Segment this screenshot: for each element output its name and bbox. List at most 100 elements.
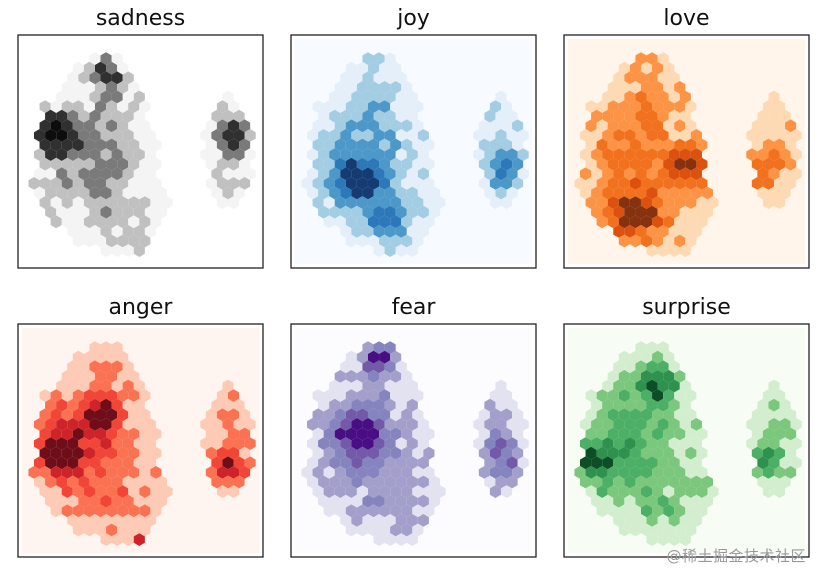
hex-bin xyxy=(128,138,140,152)
hex-bin xyxy=(412,466,424,479)
hex-bin xyxy=(345,138,357,152)
hex-bin xyxy=(200,437,212,450)
hex-bin xyxy=(629,215,641,229)
hex-bin xyxy=(757,109,769,123)
hex-bin xyxy=(585,427,597,441)
hex-bin xyxy=(607,370,619,383)
hex-bin xyxy=(640,466,653,479)
hex-bin xyxy=(100,167,112,181)
hex-bin xyxy=(340,205,352,219)
hex-bin xyxy=(362,52,374,65)
hex-bin xyxy=(434,196,446,209)
hex-bin xyxy=(635,456,647,470)
hex-bin xyxy=(384,225,396,238)
hex-bin xyxy=(50,196,62,209)
hex-bin xyxy=(395,398,407,412)
hex-bin xyxy=(613,225,625,238)
hex-bin xyxy=(205,138,217,152)
hex-bin xyxy=(128,504,140,518)
hex-bin xyxy=(602,475,614,489)
hex-bin xyxy=(39,196,51,209)
hex-bin xyxy=(362,360,374,374)
hex-bin xyxy=(591,398,603,412)
hex-cells xyxy=(301,341,529,546)
hex-bin xyxy=(768,109,780,123)
hex-bin xyxy=(417,456,429,470)
hex-bin xyxy=(111,186,123,200)
hex-bin xyxy=(512,177,524,190)
hex-bin xyxy=(640,446,653,460)
hex-bin xyxy=(602,398,614,412)
hex-bin xyxy=(334,138,346,152)
hex-bin xyxy=(663,196,675,209)
hex-bin xyxy=(233,475,245,489)
hex-bin xyxy=(56,437,68,450)
hex-bin xyxy=(379,485,391,498)
hex-bin xyxy=(239,427,251,441)
hex-bin xyxy=(61,446,73,460)
hex-bin xyxy=(384,167,396,181)
hex-bin xyxy=(379,119,391,133)
hex-bin xyxy=(646,71,658,85)
hex-bin xyxy=(106,446,118,460)
hex-bin xyxy=(390,119,402,133)
hex-bin xyxy=(657,225,669,238)
hex-bin xyxy=(72,446,84,460)
hex-bin xyxy=(768,437,780,450)
hex-bin xyxy=(613,379,625,393)
hex-bin xyxy=(757,186,769,200)
hex-bin xyxy=(323,177,335,190)
hex-bin xyxy=(580,167,592,181)
hex-bin xyxy=(635,341,647,354)
hex-bin xyxy=(61,196,73,209)
hex-bin xyxy=(139,389,151,402)
hex-bin xyxy=(395,360,407,374)
hex-bin xyxy=(663,61,675,75)
hex-bin xyxy=(111,148,123,161)
hex-bin xyxy=(696,177,708,190)
hex-bin xyxy=(117,215,129,229)
hex-bin xyxy=(139,157,151,171)
hex-bin xyxy=(329,90,341,104)
hex-bin xyxy=(373,109,385,123)
hex-bin xyxy=(211,167,223,181)
hex-bin xyxy=(128,485,140,498)
hex-bin xyxy=(646,167,658,181)
hex-bin xyxy=(484,186,496,200)
hex-bin xyxy=(773,389,786,402)
hex-bin xyxy=(412,100,424,113)
hex-bin xyxy=(83,61,95,75)
hex-bin xyxy=(211,148,223,161)
hex-bin xyxy=(356,100,368,113)
hex-bin xyxy=(762,157,774,171)
hex-bin xyxy=(484,456,496,470)
hex-bin xyxy=(412,196,424,209)
hex-bin xyxy=(329,109,341,123)
hex-bin xyxy=(624,186,636,200)
hex-bin xyxy=(646,205,658,219)
hex-bin xyxy=(340,148,352,161)
hex-bin xyxy=(401,157,413,171)
hex-bin xyxy=(312,466,324,479)
hex-bin xyxy=(50,177,62,190)
hex-bin xyxy=(629,427,641,441)
hex-bin xyxy=(150,196,162,209)
hex-bin xyxy=(362,494,374,508)
hex-bin xyxy=(106,427,118,441)
hex-bin xyxy=(216,177,228,190)
hex-bin xyxy=(478,119,490,133)
hex-bin xyxy=(401,389,413,402)
hex-bin xyxy=(607,389,619,402)
panel-anger: anger xyxy=(17,295,264,558)
hex-bin xyxy=(512,466,524,479)
hex-bin xyxy=(773,196,786,209)
hex-bin xyxy=(323,138,335,152)
hex-bin xyxy=(323,215,335,229)
hex-bin xyxy=(106,389,118,402)
hex-bin xyxy=(94,485,107,498)
hex-bin xyxy=(674,389,686,402)
hex-bin xyxy=(150,504,162,518)
hex-bin xyxy=(746,418,758,431)
hex-bin xyxy=(244,418,256,431)
hex-bin xyxy=(512,408,524,422)
